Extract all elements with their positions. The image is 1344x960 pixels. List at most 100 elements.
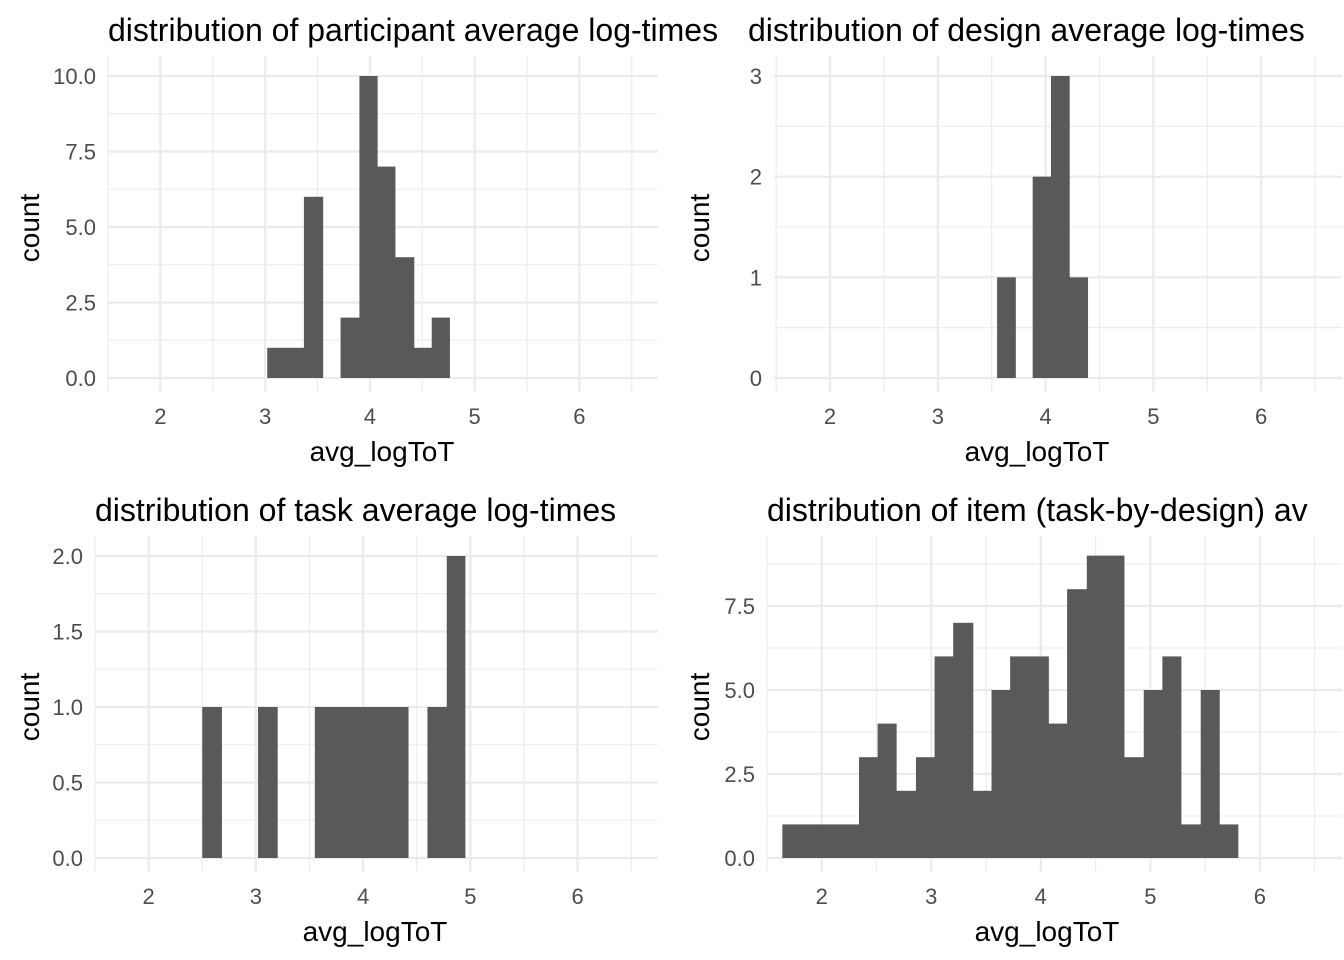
x-tick-label: 5 (1147, 404, 1159, 429)
x-tick-label: 2 (154, 404, 166, 429)
x-tick-label: 4 (364, 404, 376, 429)
x-axis-label: avg_logToT (965, 436, 1110, 467)
histogram-bar (1048, 723, 1068, 858)
histogram-bar (802, 824, 822, 858)
histogram-bar (934, 656, 954, 858)
y-tick-labels: 0 1 2 3 (750, 64, 762, 391)
histogram-bar (352, 707, 373, 858)
histogram-bar (1069, 277, 1089, 378)
y-tick-label: 5.0 (724, 678, 755, 703)
x-tick-label: 4 (1039, 404, 1051, 429)
y-tick-labels: 0.0 0.5 1.0 1.5 2.0 (52, 544, 83, 871)
histogram-bar (991, 690, 1011, 858)
x-tick-label: 6 (1255, 404, 1267, 429)
x-tick-label: 6 (571, 884, 583, 909)
x-tick-label: 5 (469, 404, 481, 429)
x-axis-label: avg_logToT (303, 916, 448, 947)
y-axis-label: count (684, 673, 715, 742)
x-tick-label: 6 (573, 404, 585, 429)
x-tick-label: 2 (142, 884, 154, 909)
histogram-task: distribution of task average log-times 0… (14, 492, 658, 947)
bars (782, 555, 1239, 858)
bars (267, 76, 450, 378)
x-axis-label: avg_logToT (310, 436, 455, 467)
histogram-bar (334, 707, 353, 858)
x-tick-label: 4 (1035, 884, 1047, 909)
histogram-bar (1162, 656, 1182, 858)
x-tick-labels: 2 3 4 5 6 (824, 404, 1267, 429)
histogram-bar (782, 824, 803, 858)
x-tick-label: 4 (357, 884, 369, 909)
x-tick-label: 5 (1144, 884, 1156, 909)
histogram-bar (997, 277, 1016, 378)
x-tick-label: 5 (464, 884, 476, 909)
histogram-bar (859, 757, 879, 858)
y-tick-label: 7.5 (724, 594, 755, 619)
y-tick-label: 1 (750, 265, 762, 290)
histogram-bar (1219, 824, 1239, 858)
histogram-bar (202, 707, 222, 858)
y-tick-labels: 0.0 2.5 5.0 7.5 (724, 594, 755, 871)
x-tick-label: 3 (925, 884, 937, 909)
chart-title: distribution of participant average log-… (108, 12, 718, 48)
histogram-bar (340, 317, 360, 378)
y-tick-label: 2.5 (724, 762, 755, 787)
y-tick-label: 7.5 (65, 140, 96, 165)
histogram-bar (258, 707, 278, 858)
histogram-participant: distribution of participant average log-… (14, 12, 718, 467)
histogram-item: distribution of item (task-by-design) av… (684, 492, 1342, 947)
histogram-bar (953, 622, 974, 858)
x-tick-label: 3 (259, 404, 271, 429)
y-tick-label: 0 (750, 366, 762, 391)
histogram-bar (1105, 555, 1125, 858)
y-tick-label: 5.0 (65, 215, 96, 240)
y-tick-label: 1.0 (52, 695, 83, 720)
histogram-bar (413, 347, 433, 378)
histogram-bar (359, 76, 378, 378)
histogram-bar (314, 707, 335, 858)
chart-title: distribution of item (task-by-design) av (767, 492, 1308, 528)
histogram-bar (1029, 656, 1049, 858)
histogram-bar (1086, 555, 1106, 858)
histogram-bar (427, 707, 448, 858)
y-axis-label: count (14, 673, 45, 742)
histogram-bar (431, 317, 450, 378)
x-tick-labels: 2 3 4 5 6 (816, 884, 1266, 909)
histogram-bar (389, 707, 409, 858)
y-tick-label: 0.0 (724, 846, 755, 871)
histogram-bar (377, 166, 396, 378)
histogram-bar (1067, 589, 1088, 858)
y-tick-label: 0.5 (52, 771, 83, 796)
y-tick-label: 2.5 (65, 291, 96, 316)
histogram-bar (1181, 824, 1202, 858)
x-tick-label: 2 (816, 884, 828, 909)
histogram-bar (1200, 690, 1220, 858)
y-tick-label: 2.0 (52, 544, 83, 569)
x-tick-label: 3 (932, 404, 944, 429)
y-axis-label: count (14, 194, 45, 263)
histogram-bar (446, 556, 466, 858)
histogram-bar (896, 790, 917, 858)
y-tick-label: 1.5 (52, 620, 83, 645)
x-tick-label: 3 (250, 884, 262, 909)
bars (202, 556, 466, 858)
histogram-bar (1032, 176, 1052, 378)
histogram-bar (286, 347, 305, 378)
y-tick-label: 10.0 (53, 64, 96, 89)
x-axis-label: avg_logToT (975, 916, 1120, 947)
chart-title: distribution of task average log-times (95, 492, 616, 528)
histogram-bar (303, 196, 324, 378)
histogram-bar (1050, 76, 1070, 378)
y-tick-label: 0.0 (65, 366, 96, 391)
y-tick-labels: 0.0 2.5 5.0 7.5 10.0 (53, 64, 96, 391)
histogram-bar (371, 707, 391, 858)
histogram-bar (820, 824, 840, 858)
histogram-bar (1124, 757, 1145, 858)
x-tick-labels: 2 3 4 5 6 (142, 884, 583, 909)
y-tick-label: 3 (750, 64, 762, 89)
histogram-bar (915, 757, 935, 858)
x-tick-label: 2 (824, 404, 836, 429)
histogram-bar (267, 347, 287, 378)
histogram-bar (839, 824, 860, 858)
y-axis-label: count (684, 194, 715, 263)
